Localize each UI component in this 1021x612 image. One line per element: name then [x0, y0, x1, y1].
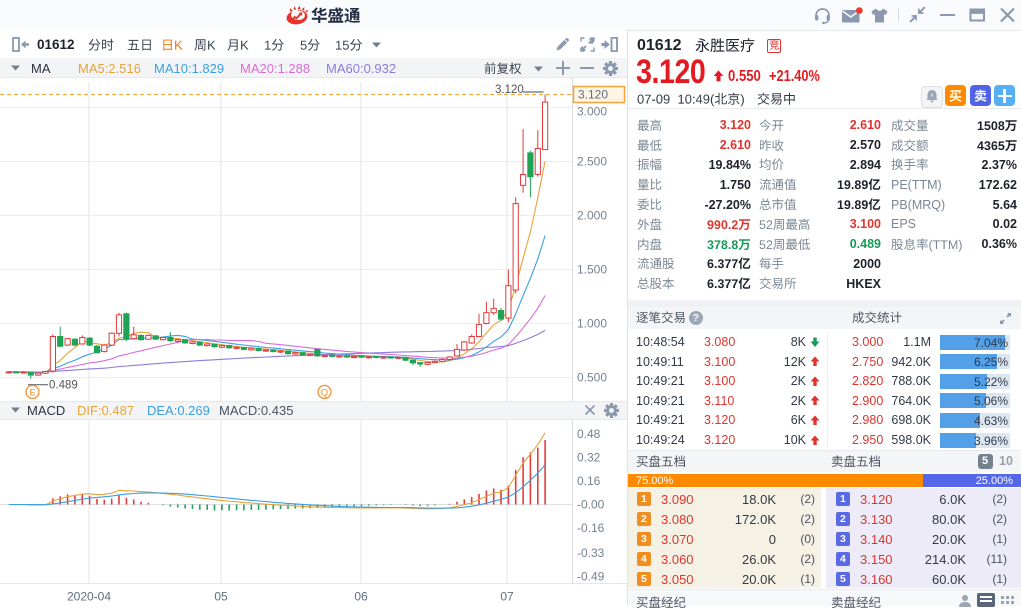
svg-text:3.120: 3.120: [578, 88, 608, 102]
svg-text:Q: Q: [321, 388, 328, 399]
svg-text:2020-04: 2020-04: [67, 589, 111, 603]
svg-text:E: E: [29, 388, 35, 399]
svg-text:06: 06: [354, 589, 368, 603]
svg-text:0.489: 0.489: [49, 380, 78, 392]
svg-text:-0.00: -0.00: [577, 497, 605, 511]
svg-text:05: 05: [214, 589, 228, 603]
svg-text:2.500: 2.500: [577, 155, 607, 169]
svg-text:3.000: 3.000: [577, 105, 607, 119]
svg-text:07: 07: [500, 589, 514, 603]
svg-text:2.000: 2.000: [577, 209, 607, 223]
svg-text:1.500: 1.500: [577, 263, 607, 277]
svg-text:0.48: 0.48: [577, 426, 601, 440]
svg-text:0.16: 0.16: [577, 474, 601, 488]
svg-text:-0.33: -0.33: [577, 546, 605, 560]
svg-text:1.000: 1.000: [577, 317, 607, 331]
svg-text:-0.49: -0.49: [577, 569, 605, 583]
svg-text:-0.16: -0.16: [577, 521, 605, 535]
svg-text:0.32: 0.32: [577, 450, 601, 464]
svg-text:0.500: 0.500: [577, 371, 607, 385]
svg-text:3.120: 3.120: [495, 84, 524, 96]
